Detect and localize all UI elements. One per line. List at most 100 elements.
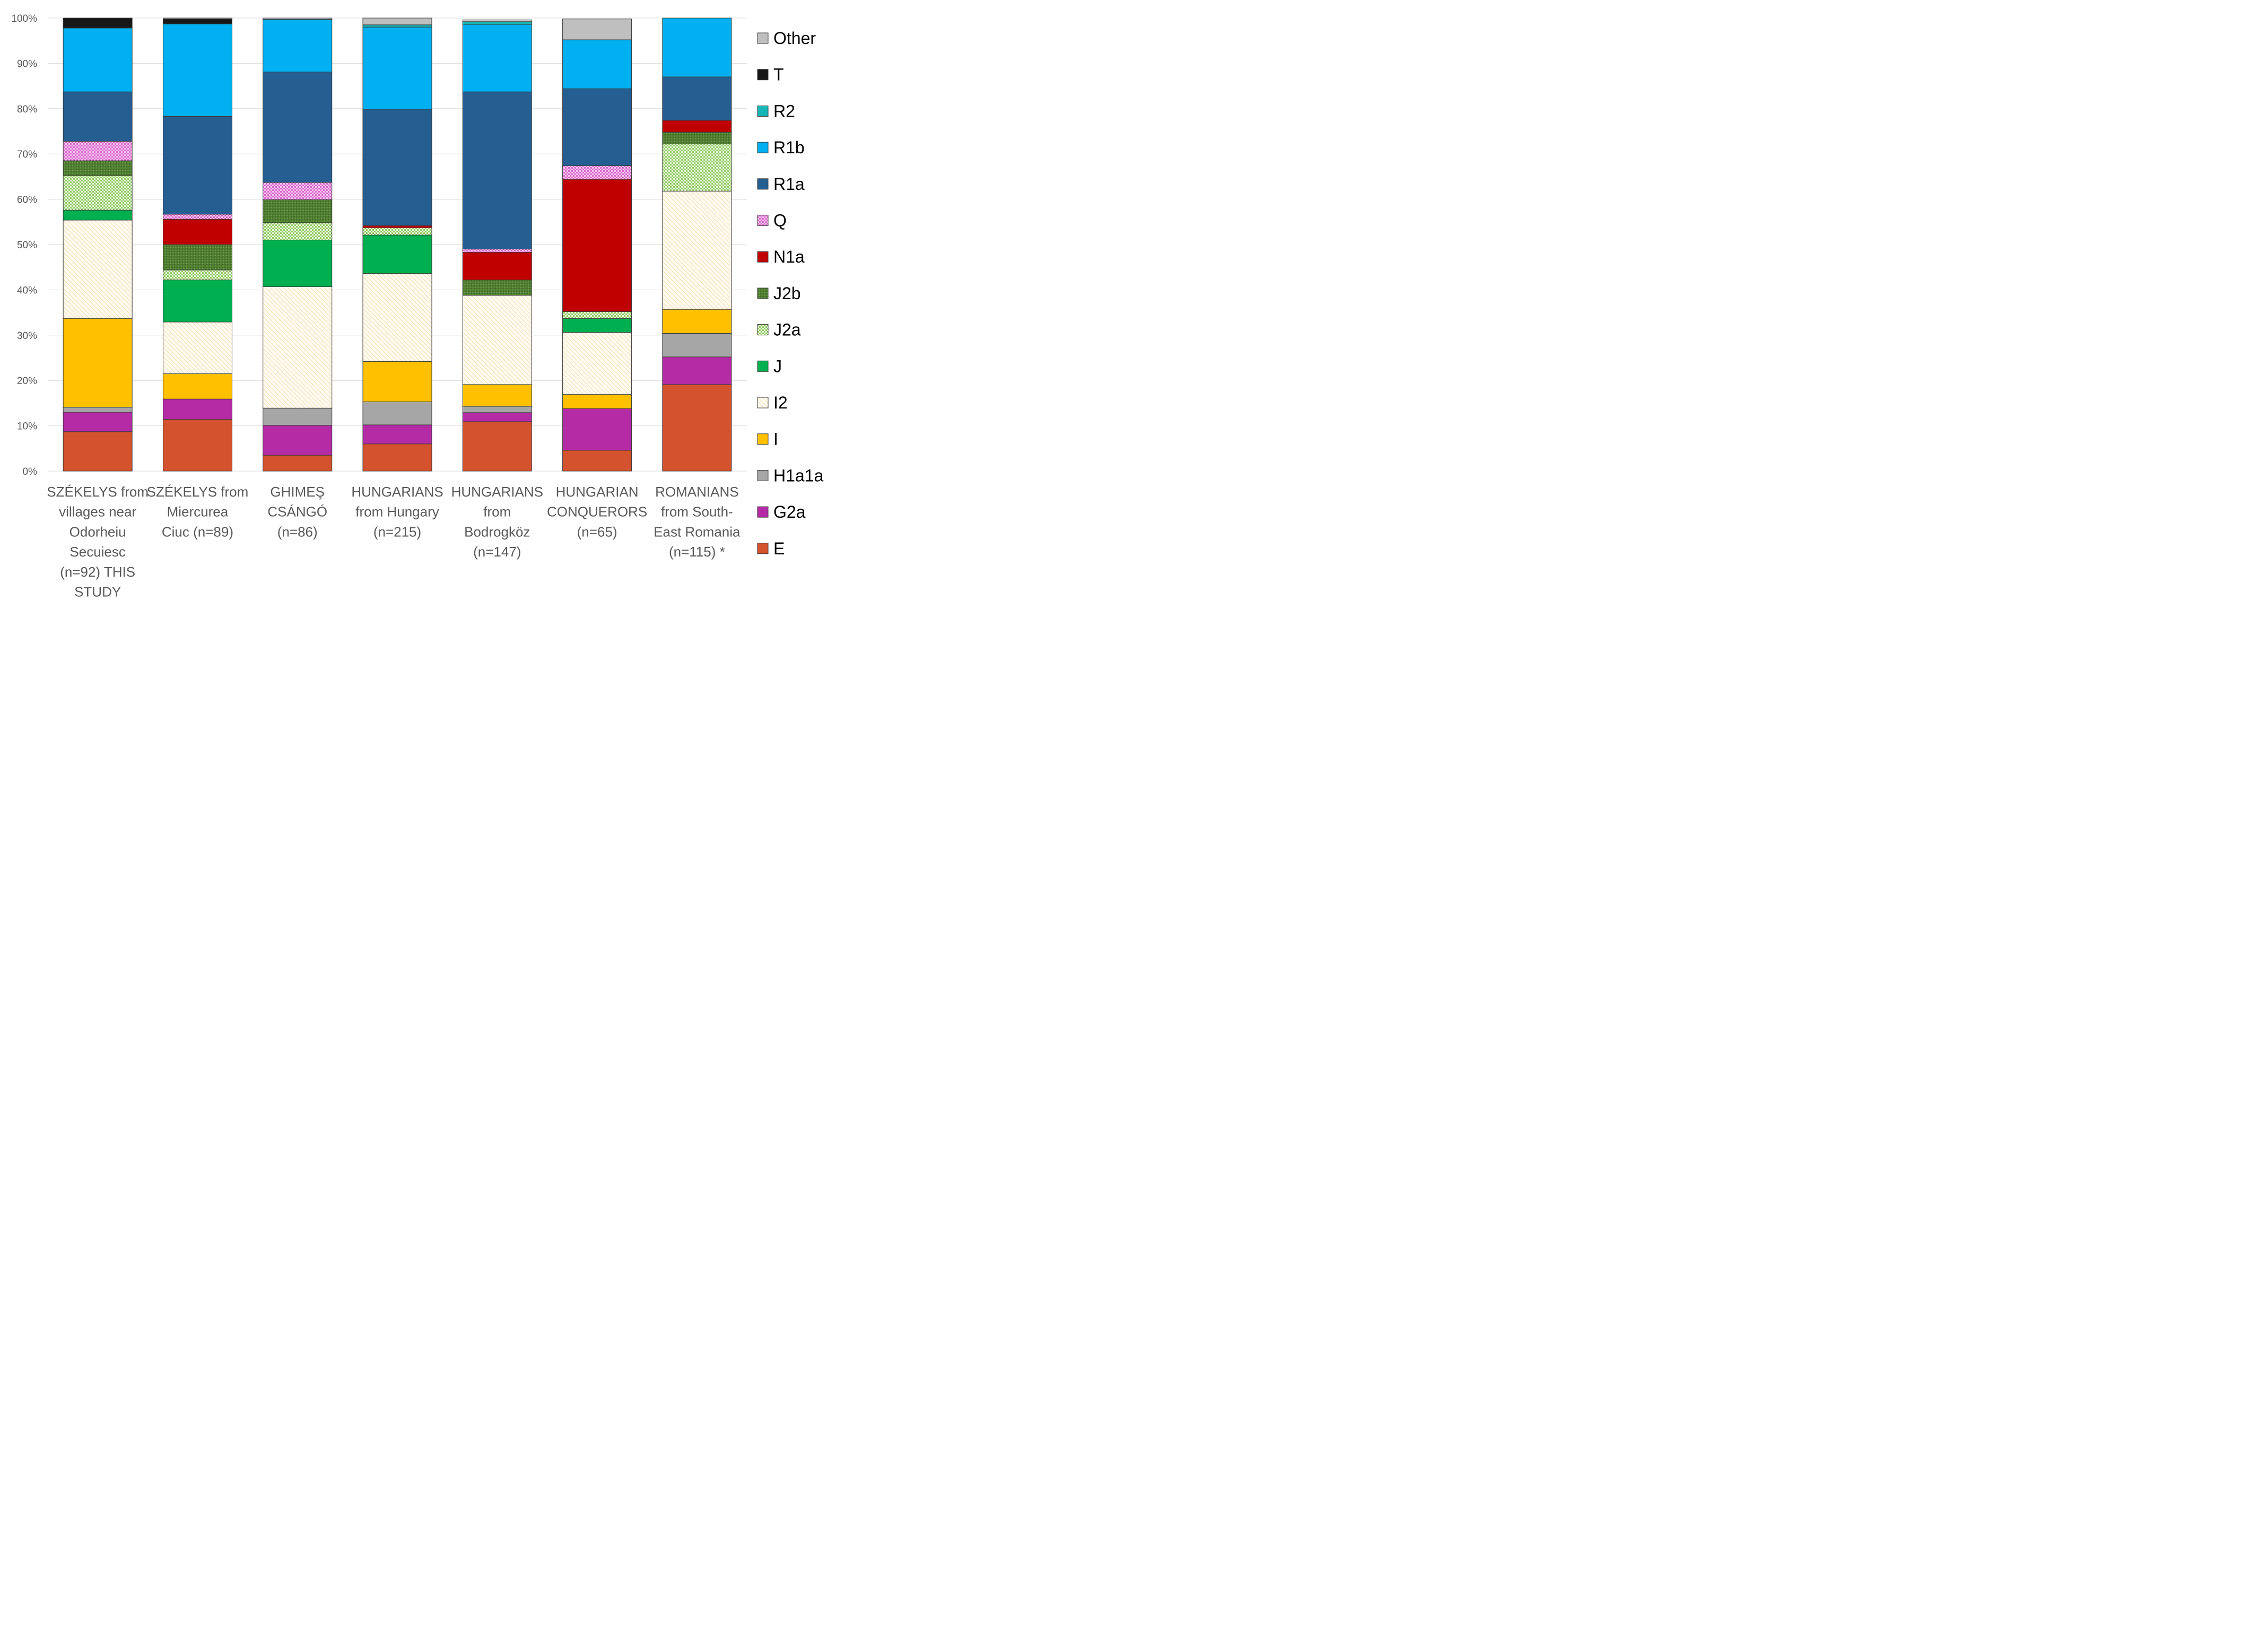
y-tick-label: 0%	[23, 466, 38, 477]
legend-label-q: Q	[773, 211, 787, 230]
legend-swatch-i2	[757, 397, 769, 408]
bar-stack-2	[162, 18, 232, 472]
x-category-label: HUNGARIANS from Hungary (n=215)	[351, 484, 443, 540]
legend: Other T R2 R1b R1a Q N1a J2b J2a J I2 I H1a1a G2a E	[757, 29, 824, 558]
bar-stack-3	[263, 18, 333, 472]
x-category-label-line: HUNGARIANS	[451, 484, 543, 500]
bar-segment-r1b	[63, 28, 133, 92]
legend-item-i2: I2	[757, 393, 788, 412]
bar-segment-other	[263, 18, 333, 20]
legend-label-j: J	[773, 357, 782, 376]
legend-item-g2a: G2a	[757, 502, 806, 521]
y-tick-label: 90%	[17, 58, 37, 69]
bar-segment-q	[162, 214, 232, 220]
bar-segment-r1a	[662, 76, 732, 121]
bar-segment-i	[162, 373, 232, 399]
bar-segment-i	[562, 394, 632, 409]
x-category-label: ROMANIANS from South- East Romania (n=115) …	[654, 484, 741, 560]
x-category-label-line: (n=215)	[373, 524, 421, 540]
x-category-label-line: Secuiesc	[69, 544, 126, 560]
bar-segment-j2a	[63, 175, 133, 211]
bar-segment-h1a1a	[362, 401, 432, 425]
bar-segment-q	[63, 141, 133, 161]
bar-segment-j	[263, 239, 333, 287]
x-category-label-line: SZÉKELYS from	[47, 484, 149, 500]
bar-segment-g2a	[462, 412, 532, 422]
x-category-label-line: GHIMEŞ	[270, 484, 325, 500]
bar-segment-j2b	[162, 244, 232, 271]
bar-segment-j2a	[263, 222, 333, 240]
bar-segment-i2	[662, 190, 732, 310]
legend-label-j2a: J2a	[773, 320, 801, 340]
legend-label-r1b: R1b	[773, 138, 805, 157]
bar-stack-1	[63, 18, 133, 472]
bar-segment-e	[562, 450, 632, 472]
x-category-label-line: East Romania	[654, 524, 741, 540]
x-category-label-line: CONQUERORS	[547, 504, 647, 520]
bar-segment-j2a	[362, 227, 432, 236]
bar-segment-i2	[462, 295, 532, 385]
bar-segment-other	[462, 19, 532, 22]
x-category-label-line: (n=115) *	[669, 544, 725, 560]
legend-swatch-n1a	[757, 251, 769, 263]
y-tick-label: 80%	[17, 104, 37, 115]
bar-segment-e	[162, 419, 232, 472]
bar-segment-n1a	[162, 219, 232, 245]
legend-item-q: Q	[757, 211, 787, 230]
bar-segment-j	[362, 234, 432, 274]
y-tick-label: 50%	[17, 240, 37, 251]
bar-segment-i2	[362, 273, 432, 362]
x-category-label-line: STUDY	[74, 584, 121, 600]
x-category-label-line: (n=86)	[277, 524, 318, 540]
bar-segment-r2	[462, 21, 532, 25]
x-category-label: SZÉKELYS from Miercurea Ciuc (n=89)	[147, 484, 249, 540]
bar-segment-j	[562, 318, 632, 333]
legend-item-j2a: J2a	[757, 320, 801, 340]
legend-label-i: I	[773, 430, 778, 449]
bar-segment-r1a	[562, 88, 632, 166]
legend-item-r2: R2	[757, 101, 795, 120]
bar-segment-j2b	[662, 132, 732, 144]
bar-segment-i	[63, 318, 133, 408]
y-tick-label: 20%	[17, 376, 37, 387]
bar-segment-e	[263, 455, 333, 472]
legend-swatch-r2	[757, 105, 769, 117]
bar-segment-i2	[162, 321, 232, 374]
bar-segment-r1a	[263, 72, 333, 183]
bar-segment-i	[462, 384, 532, 407]
legend-swatch-r1b	[757, 142, 769, 153]
bar-segment-g2a	[362, 424, 432, 445]
bar-segment-t	[162, 19, 232, 24]
legend-label-g2a: G2a	[773, 502, 806, 521]
bar-segment-n1a	[562, 179, 632, 312]
bar-segment-i2	[63, 220, 133, 319]
x-category-label-line: (n=92) THIS	[60, 564, 135, 580]
legend-item-j2b: J2b	[757, 284, 801, 303]
bar-segment-i2	[562, 332, 632, 395]
legend-swatch-j2b	[757, 288, 769, 299]
legend-label-t: T	[773, 65, 784, 84]
bar-segment-r1b	[462, 24, 532, 92]
bar-segment-r1b	[562, 39, 632, 89]
bar-stack-6	[562, 19, 632, 472]
legend-swatch-i	[757, 433, 769, 445]
bar-stack-7	[662, 18, 732, 472]
x-category-label-line: HUNGARIANS	[351, 484, 443, 500]
bar-segment-n1a	[462, 252, 532, 281]
bar-segment-j2b	[63, 160, 133, 176]
legend-label-other: Other	[773, 29, 816, 48]
legend-label-j2b: J2b	[773, 284, 801, 303]
legend-swatch-h1a1a	[757, 469, 769, 481]
x-axis-labels: SZÉKELYS from villages near Odorheiu Secuie…	[47, 484, 741, 600]
legend-item-t: T	[757, 65, 784, 84]
x-category-label-line: (n=65)	[577, 524, 617, 540]
legend-item-j: J	[757, 357, 782, 376]
bar-segment-g2a	[63, 412, 133, 432]
x-category-label-line: ROMANIANS	[655, 484, 738, 500]
legend-item-n1a: N1a	[757, 247, 805, 266]
bar-segment-j	[63, 210, 133, 221]
y-tick-label: 10%	[17, 421, 37, 432]
y-tick-label: 30%	[17, 331, 37, 342]
bar-segment-h1a1a	[462, 406, 532, 413]
x-category-label-line: Miercurea	[167, 504, 229, 520]
